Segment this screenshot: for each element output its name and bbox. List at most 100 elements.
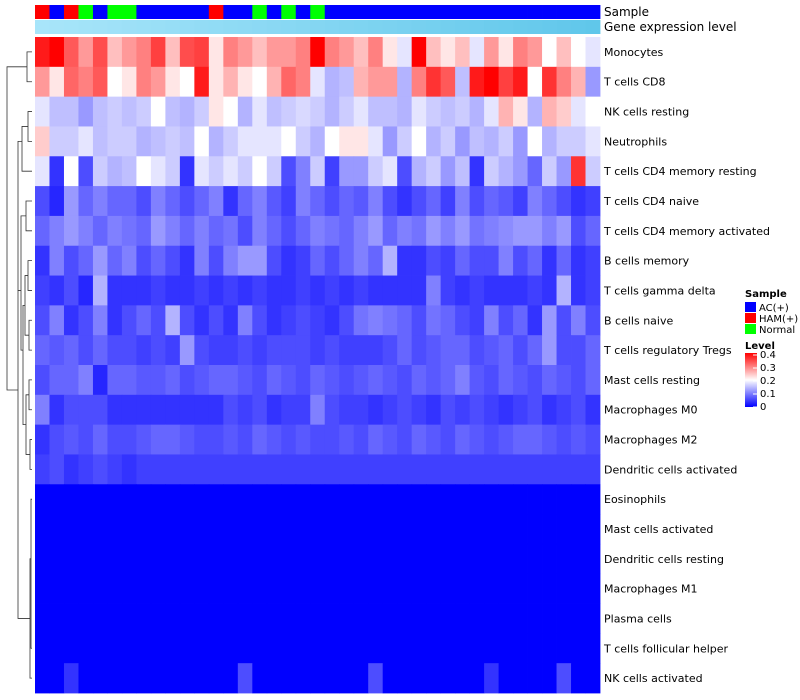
heatmap-cell	[426, 633, 442, 664]
heatmap-cell	[498, 37, 514, 68]
heatmap-cell	[469, 66, 485, 98]
heatmap-cell	[498, 633, 514, 664]
heatmap-cell	[455, 394, 471, 426]
heatmap-cell	[426, 365, 442, 396]
heatmap-cell	[411, 663, 427, 694]
heatmap-cell	[527, 275, 543, 306]
heatmap-cell	[252, 275, 268, 306]
heatmap-cell	[585, 514, 601, 545]
heatmap-cell	[194, 335, 210, 366]
heatmap-cell	[194, 245, 210, 276]
heatmap-cell	[295, 186, 311, 217]
heatmap-cell	[266, 394, 282, 426]
legend-level-title: Level	[745, 341, 775, 352]
heatmap-cell	[585, 305, 601, 336]
heatmap-cell	[49, 186, 65, 217]
heatmap-cell	[484, 37, 499, 68]
heatmap-cell	[194, 275, 210, 306]
expression-annotation-cell	[92, 20, 108, 34]
heatmap-cell	[571, 663, 586, 694]
heatmap-cell	[107, 66, 123, 98]
heatmap-cell	[484, 543, 499, 575]
heatmap-cell	[194, 454, 210, 485]
heatmap-cell	[353, 365, 369, 396]
heatmap-cell	[339, 126, 355, 157]
heatmap-cell	[208, 305, 224, 336]
heatmap-cell	[426, 245, 442, 276]
heatmap-cell	[49, 633, 65, 664]
heatmap-cell	[252, 186, 268, 217]
sample-annotation-cell	[397, 5, 413, 19]
dendrogram-branch	[27, 111, 32, 142]
heatmap-cell	[150, 96, 166, 127]
heatmap-cell	[165, 275, 181, 306]
heatmap-cell	[150, 186, 166, 217]
heatmap-cell	[440, 156, 456, 187]
heatmap-cell	[136, 215, 152, 247]
heatmap-cell	[165, 215, 181, 247]
heatmap-cell	[63, 37, 79, 68]
heatmap-cell	[208, 275, 224, 306]
heatmap-cell	[339, 573, 355, 604]
heatmap-cell	[469, 543, 485, 575]
heatmap-cell	[295, 245, 311, 276]
heatmap-cell	[63, 424, 79, 455]
sample-annotation-cell	[324, 5, 340, 19]
heatmap-cell	[585, 275, 601, 306]
heatmap-cell	[513, 126, 528, 157]
expression-annotation-cell	[78, 20, 94, 34]
expression-annotation-label: Gene expression level	[604, 20, 737, 34]
row-label: T cells gamma delta	[603, 284, 716, 297]
heatmap-cell	[92, 335, 108, 366]
heatmap-cell	[368, 663, 384, 694]
heatmap-cell	[237, 394, 253, 426]
heatmap-cell	[426, 126, 442, 157]
heatmap-cell	[397, 275, 413, 306]
heatmap-cell	[266, 245, 282, 276]
heatmap-cell	[281, 633, 297, 664]
heatmap-cell	[223, 365, 239, 396]
heatmap-cell	[295, 126, 311, 157]
sample-annotation-cell	[92, 5, 108, 19]
heatmap-cell	[237, 514, 253, 545]
expression-annotation-cell	[571, 20, 586, 34]
heatmap-cell	[484, 484, 499, 515]
heatmap-cell	[92, 156, 108, 187]
heatmap-cell	[339, 394, 355, 426]
heatmap-cell	[49, 96, 65, 127]
sample-annotation-cell	[179, 5, 195, 19]
heatmap-cell	[107, 365, 123, 396]
heatmap-cell	[121, 484, 137, 515]
heatmap-cell	[571, 573, 586, 604]
heatmap-cell	[513, 245, 528, 276]
heatmap-cell	[49, 335, 65, 366]
heatmap-cell	[440, 424, 456, 455]
legend-tick-label: 0.2	[760, 376, 776, 387]
expression-annotation-cell	[223, 20, 239, 34]
heatmap-cell	[150, 275, 166, 306]
heatmap-cell	[92, 365, 108, 396]
heatmap-cell	[426, 66, 442, 98]
heatmap-cell	[527, 37, 543, 68]
heatmap-cell	[484, 245, 499, 276]
heatmap-cell	[78, 66, 94, 98]
heatmap-cell	[281, 365, 297, 396]
heatmap-cell	[368, 543, 384, 575]
expression-annotation-cell	[498, 20, 514, 34]
heatmap-cell	[353, 394, 369, 426]
heatmap-cell	[35, 603, 50, 634]
heatmap-cell	[397, 573, 413, 604]
heatmap-cell	[63, 186, 79, 217]
heatmap-cell	[63, 454, 79, 485]
heatmap-cell	[527, 663, 543, 694]
heatmap-cell	[78, 543, 94, 575]
heatmap-cell	[411, 454, 427, 485]
heatmap-cell	[426, 573, 442, 604]
heatmap-cell	[223, 424, 239, 455]
heatmap-cell	[208, 603, 224, 634]
heatmap-cell	[179, 245, 195, 276]
heatmap-cell	[179, 215, 195, 247]
heatmap-cell	[585, 663, 601, 694]
heatmap-cell	[556, 633, 572, 664]
heatmap-cell	[266, 514, 282, 545]
